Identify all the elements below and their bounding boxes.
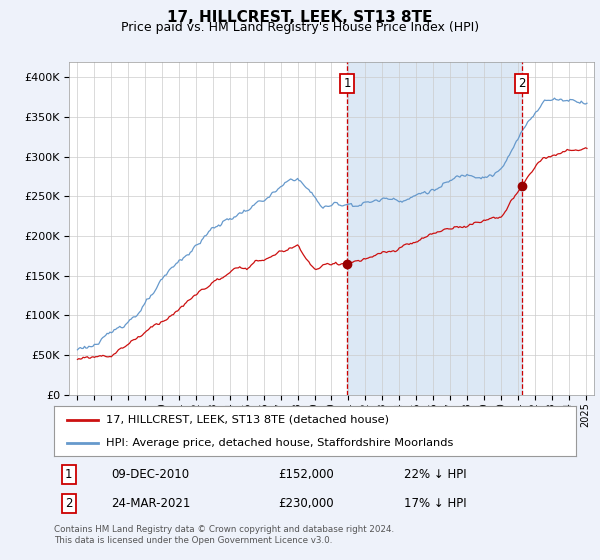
Text: Contains HM Land Registry data © Crown copyright and database right 2024.
This d: Contains HM Land Registry data © Crown c… <box>54 525 394 545</box>
Text: £230,000: £230,000 <box>278 497 334 510</box>
Text: HPI: Average price, detached house, Staffordshire Moorlands: HPI: Average price, detached house, Staf… <box>106 438 454 448</box>
Text: 2: 2 <box>65 497 73 510</box>
Bar <box>347 62 521 395</box>
Text: 17, HILLCREST, LEEK, ST13 8TE (detached house): 17, HILLCREST, LEEK, ST13 8TE (detached … <box>106 414 389 424</box>
Text: 24-MAR-2021: 24-MAR-2021 <box>112 497 191 510</box>
Text: 2: 2 <box>518 77 525 90</box>
Text: 09-DEC-2010: 09-DEC-2010 <box>112 468 190 481</box>
Text: 17, HILLCREST, LEEK, ST13 8TE: 17, HILLCREST, LEEK, ST13 8TE <box>167 10 433 25</box>
Text: 17% ↓ HPI: 17% ↓ HPI <box>404 497 466 510</box>
Text: 1: 1 <box>343 77 351 90</box>
Text: Price paid vs. HM Land Registry's House Price Index (HPI): Price paid vs. HM Land Registry's House … <box>121 21 479 34</box>
Text: 22% ↓ HPI: 22% ↓ HPI <box>404 468 466 481</box>
Text: £152,000: £152,000 <box>278 468 334 481</box>
Text: 1: 1 <box>65 468 73 481</box>
